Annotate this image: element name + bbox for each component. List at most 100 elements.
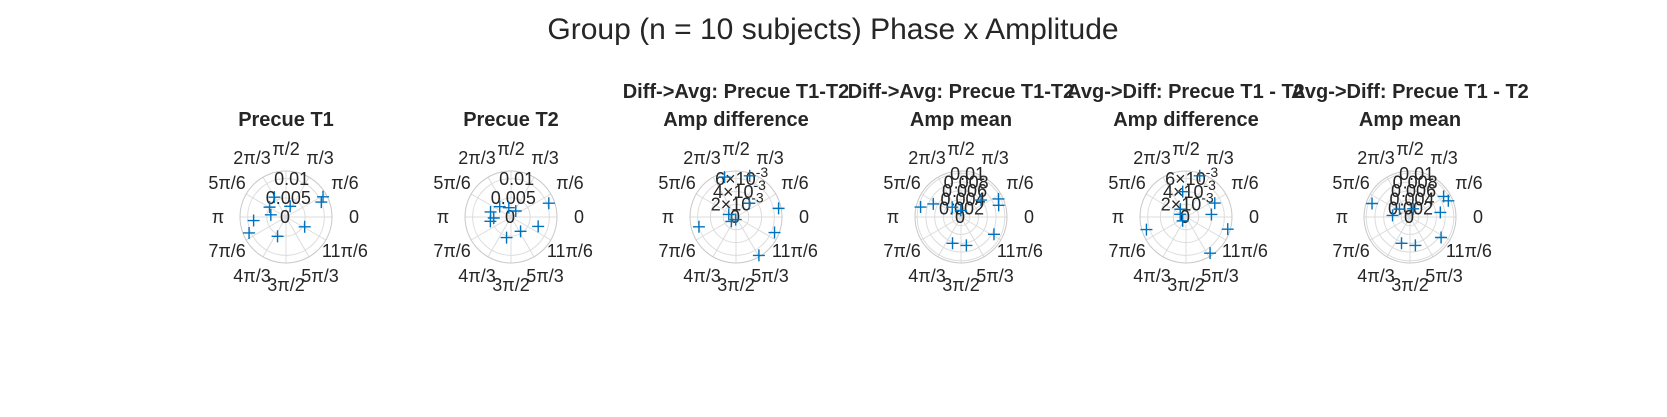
data-point bbox=[1409, 239, 1422, 252]
data-point bbox=[502, 201, 515, 214]
data-point bbox=[772, 202, 785, 215]
data-point bbox=[729, 213, 742, 226]
r-tick-label: 0 bbox=[955, 207, 965, 227]
data-point bbox=[722, 208, 735, 221]
theta-tick-label: π/6 bbox=[556, 173, 583, 193]
data-point bbox=[247, 214, 260, 227]
theta-tick-label: π/3 bbox=[531, 148, 558, 168]
theta-tick-label: 4π/3 bbox=[908, 266, 945, 286]
theta-gridline bbox=[1369, 216, 1411, 241]
theta-tick-label: 3π/2 bbox=[267, 275, 304, 295]
theta-tick-label: 3π/2 bbox=[492, 275, 529, 295]
theta-gridline bbox=[285, 216, 327, 241]
polar-panel-1: Precue T1 0 π/6 π/3 π/22π/3 5π/6 π 7π/6 4π/33π/2… bbox=[208, 109, 368, 295]
data-point bbox=[914, 201, 927, 214]
r-gridline bbox=[942, 198, 980, 236]
data-point bbox=[263, 201, 276, 214]
data-point bbox=[1193, 169, 1206, 182]
theta-gridline bbox=[960, 216, 985, 258]
r-gridline bbox=[1383, 190, 1437, 244]
theta-gridline bbox=[1369, 193, 1411, 218]
theta-tick-label: π bbox=[887, 207, 899, 227]
data-point bbox=[987, 228, 1000, 241]
theta-tick-label: 2π/3 bbox=[1133, 148, 1170, 168]
r-tick-label: 0.006 bbox=[1391, 181, 1436, 201]
theta-tick-label: 7π/6 bbox=[208, 241, 245, 261]
theta-tick-label: 3π/2 bbox=[1391, 275, 1428, 295]
theta-tick-label: 5π/6 bbox=[1332, 173, 1369, 193]
data-point bbox=[1395, 237, 1408, 250]
theta-tick-label: π/2 bbox=[497, 139, 524, 159]
theta-tick-label: π bbox=[1336, 207, 1348, 227]
figure-title: Group (n = 10 subjects) Phase x Amplitud… bbox=[547, 13, 1118, 46]
theta-tick-label: 5π/6 bbox=[208, 173, 245, 193]
data-point bbox=[268, 191, 281, 204]
theta-gridline bbox=[1386, 176, 1411, 218]
panel-title: Diff->Avg: Precue T1-T2 bbox=[848, 81, 1075, 103]
r-gridline bbox=[491, 197, 531, 237]
theta-tick-label: π/6 bbox=[1231, 173, 1258, 193]
r-tick-label: 0 bbox=[1180, 207, 1190, 227]
polar-panel-4: Diff->Avg: Precue T1-T2 Amp mean 0 π/6 π/3 π/… bbox=[848, 81, 1075, 295]
theta-tick-label: 3π/2 bbox=[1167, 275, 1204, 295]
data-point bbox=[1393, 203, 1406, 216]
data-point bbox=[992, 199, 1005, 212]
data-point bbox=[298, 220, 311, 233]
r-tick-label: 0 bbox=[280, 207, 290, 227]
panel-title: Avg->Diff: Precue T1 - T2 bbox=[1067, 81, 1305, 103]
data-point bbox=[946, 201, 959, 214]
theta-tick-label: 2π/3 bbox=[683, 148, 720, 168]
data-point bbox=[960, 239, 973, 252]
theta-tick-label: π/6 bbox=[331, 173, 358, 193]
r-gridline bbox=[722, 203, 750, 231]
r-tick-label: 0.005 bbox=[266, 188, 311, 208]
r-gridline bbox=[1147, 178, 1225, 256]
theta-tick-label: 7π/6 bbox=[1108, 241, 1145, 261]
theta-tick-label: π/6 bbox=[781, 173, 808, 193]
data-point bbox=[284, 200, 297, 213]
r-gridline bbox=[934, 190, 988, 244]
r-gridline bbox=[247, 178, 325, 256]
panel-subtitle: Precue T1 bbox=[238, 109, 334, 131]
theta-tick-label: π/3 bbox=[756, 148, 783, 168]
r-tick-label: 0.01 bbox=[274, 169, 309, 189]
r-gridline bbox=[1365, 172, 1455, 262]
theta-tick-label: 11π/6 bbox=[322, 241, 368, 261]
polar-panel-2: Precue T2 0 π/6 π/3 π/22π/3 5π/6 π 7π/6 4π/33π/2… bbox=[433, 109, 593, 295]
polar-outer-ring bbox=[689, 170, 783, 264]
theta-gridline bbox=[920, 216, 962, 241]
data-point bbox=[1407, 202, 1420, 215]
theta-tick-label: 0 bbox=[349, 207, 359, 227]
theta-tick-label: 4π/3 bbox=[1133, 266, 1170, 286]
r-gridline bbox=[1374, 181, 1446, 253]
polar-outer-ring bbox=[1139, 170, 1233, 264]
theta-tick-label: 11π/6 bbox=[1446, 241, 1492, 261]
theta-tick-label: π/3 bbox=[1206, 148, 1233, 168]
panel-title: Diff->Avg: Precue T1-T2 bbox=[623, 81, 850, 103]
theta-tick-label: 5π/3 bbox=[1201, 266, 1238, 286]
data-point bbox=[317, 190, 330, 203]
theta-tick-label: π bbox=[437, 207, 449, 227]
data-point bbox=[1204, 247, 1217, 260]
theta-tick-label: π bbox=[662, 207, 674, 227]
r-tick-label: 0.008 bbox=[944, 172, 989, 192]
panel-subtitle: Amp difference bbox=[1113, 109, 1259, 131]
r-gridline bbox=[266, 197, 306, 237]
theta-tick-label: π/6 bbox=[1455, 173, 1482, 193]
r-tick-label: 0.01 bbox=[499, 169, 534, 189]
theta-tick-label: 5π/6 bbox=[433, 173, 470, 193]
panel-subtitle: Precue T2 bbox=[463, 109, 559, 131]
r-tick-label: 0.004 bbox=[1390, 190, 1435, 210]
theta-tick-label: 7π/6 bbox=[1332, 241, 1369, 261]
r-tick-label: 0.01 bbox=[950, 164, 985, 184]
panel-subtitle: Amp mean bbox=[1359, 109, 1461, 131]
data-point bbox=[1208, 197, 1221, 210]
data-point bbox=[514, 225, 527, 238]
polar-outer-ring bbox=[464, 170, 558, 264]
theta-tick-label: π/6 bbox=[1006, 173, 1033, 193]
data-point bbox=[500, 231, 513, 244]
data-point bbox=[1366, 197, 1379, 210]
polar-panel-6: Avg->Diff: Precue T1 - T2 Amp mean 0 π/6 π/3… bbox=[1291, 81, 1529, 295]
theta-tick-label: 11π/6 bbox=[1222, 241, 1268, 261]
theta-tick-label: 4π/3 bbox=[683, 266, 720, 286]
